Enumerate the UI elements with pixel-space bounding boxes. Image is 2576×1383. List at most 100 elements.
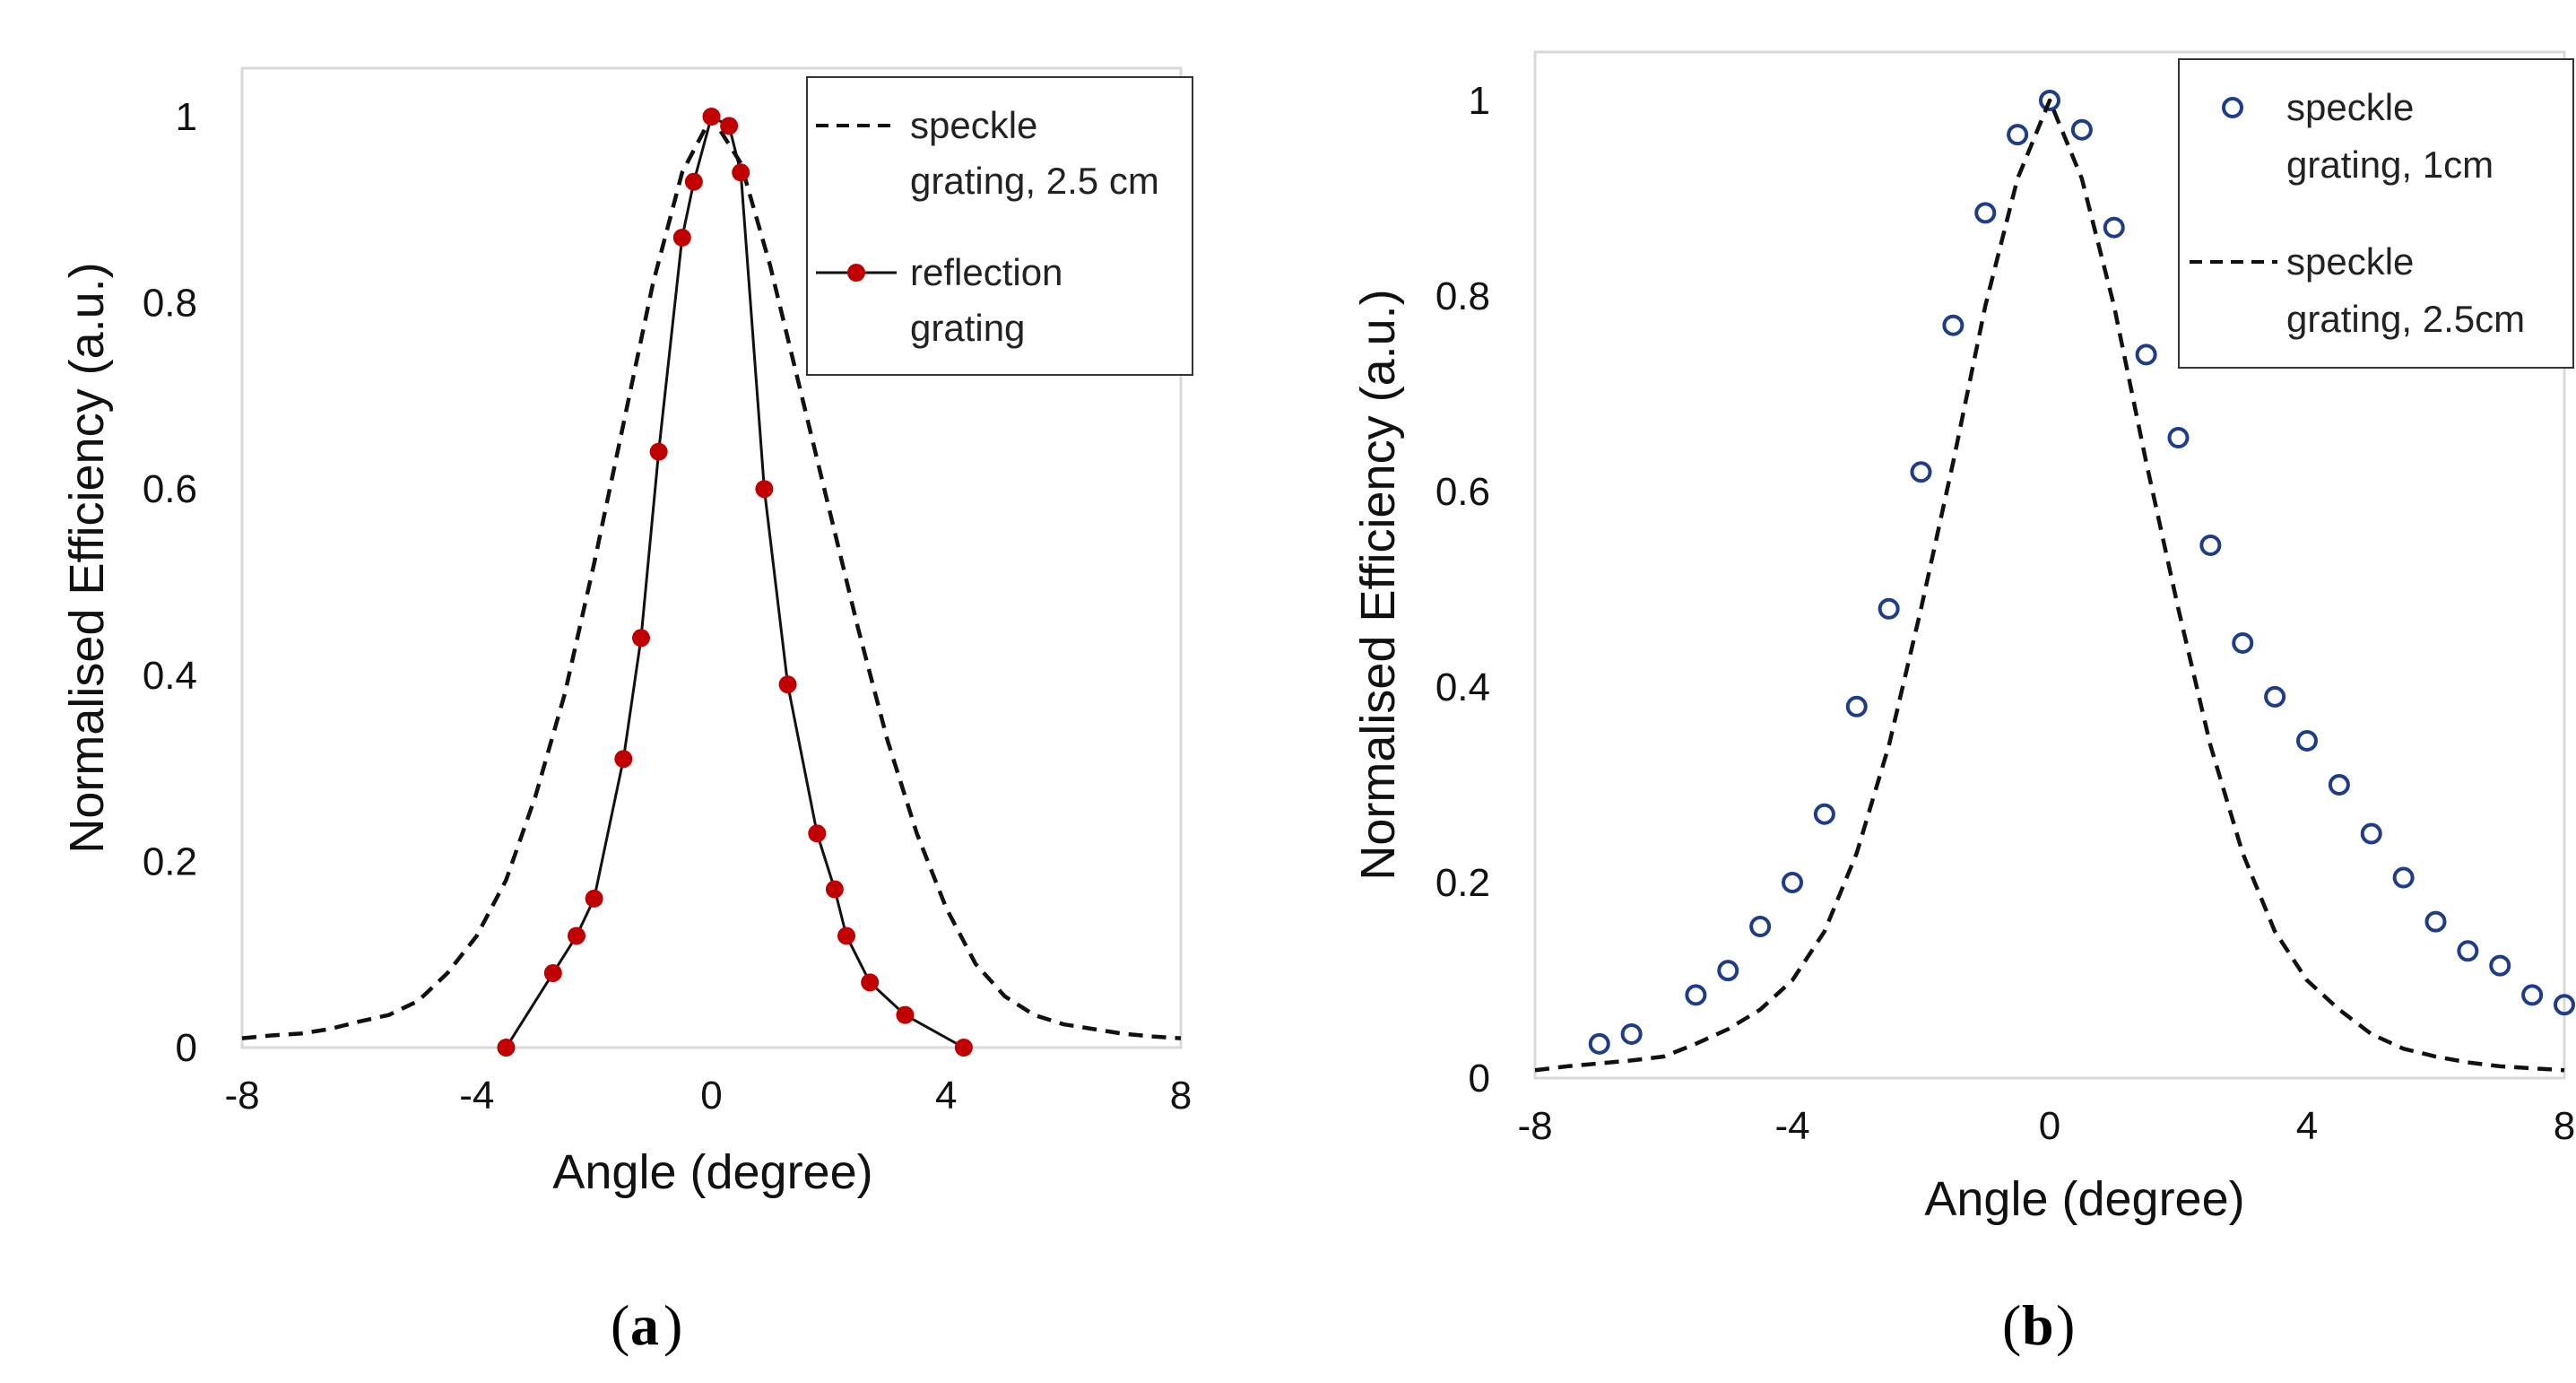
panel-b-data-point — [1942, 314, 1965, 336]
panel-a-data-point — [861, 973, 880, 992]
panel-b-xtick-label: 8 — [2554, 1104, 2575, 1148]
panel-b-label-close-paren: ) — [2056, 1293, 2075, 1357]
panel-a-legend-box — [806, 76, 1193, 376]
panel-b-data-point — [1878, 597, 1900, 620]
panel-b-legend-circle-swatch — [2222, 97, 2243, 118]
panel-b-data-point — [1749, 916, 1772, 938]
panel-a-ylabel: Normalised Efficiency (a.u.) — [60, 262, 114, 853]
panel-b-data-point — [2199, 534, 2222, 556]
panel-a-legend-marker-dot — [847, 264, 865, 282]
panel-b-data-point — [1910, 461, 1932, 483]
panel-b-axes: -8 -4 0 4 8 0 0.2 0.4 0.6 0.8 1 — [1435, 79, 2575, 1148]
panel-a-data-point — [755, 480, 774, 499]
panel-b-data-point — [1588, 1032, 1610, 1055]
panel-a-data-point — [684, 172, 703, 191]
panel-a-xtick-label: -4 — [459, 1074, 494, 1118]
panel-b-data-point — [2521, 984, 2544, 1006]
panel-b-ytick-label: 0.2 — [1435, 861, 1490, 905]
panel-a-data-point — [808, 824, 827, 843]
panel-b-data-point — [2360, 822, 2382, 845]
panel-b-ylabel: Normalised Efficiency (a.u.) — [1351, 289, 1405, 880]
panel-a-data-point — [778, 675, 797, 694]
panel-b-ytick-label: 1 — [1469, 79, 1490, 123]
panel-b-series — [1534, 90, 2575, 1073]
panel-b-data-point — [2070, 118, 2093, 141]
panel-a-label-close-paren: ) — [664, 1293, 682, 1357]
panel-b-ytick-label: 0.8 — [1435, 274, 1490, 318]
panel-b-xlabel: Angle (degree) — [1924, 1172, 2244, 1226]
panel-a-ytick-label: 0.6 — [143, 467, 197, 511]
panel-a-xlabel: Angle (degree) — [552, 1145, 872, 1199]
panel-b-label: b — [2022, 1293, 2054, 1357]
panel-b-xtick-label: -4 — [1774, 1104, 1809, 1148]
panel-a-data-point — [672, 228, 691, 247]
panel-a-data-point — [720, 117, 739, 135]
panel-b-data-point — [2554, 994, 2575, 1016]
panel-b-ytick-label: 0.6 — [1435, 470, 1490, 514]
panel-b-legend-box — [2178, 58, 2574, 369]
panel-b-data-point — [1974, 202, 1997, 224]
panel-b-data-point — [2296, 729, 2318, 752]
panel-a-ytick-label: 0 — [176, 1026, 197, 1070]
panel-b-chart: -8 -4 0 4 8 0 0.2 0.4 0.6 0.8 1 speckle grating, 1… — [1351, 50, 2575, 1357]
panel-b-data-point — [2328, 774, 2350, 796]
panel-b-data-point — [1845, 695, 1868, 718]
panel-b-data-point — [2457, 940, 2479, 962]
panel-a-ytick-label: 0.2 — [143, 839, 197, 883]
panel-b-xtick-label: 4 — [2296, 1104, 2318, 1148]
panel-a-data-point — [702, 108, 721, 126]
panel-a-legend-speckle-line1: speckle — [910, 104, 1037, 146]
panel-b-xtick-label: -8 — [1517, 1104, 1552, 1148]
panel-a-data-point — [631, 629, 650, 648]
panel-b-data-point — [2103, 216, 2125, 239]
panel-b-xtick-label: 0 — [2039, 1104, 2060, 1148]
panel-a-ytick-label: 0.8 — [143, 282, 197, 326]
panel-b-label-open-paren: ( — [2002, 1293, 2021, 1357]
panel-a-xtick-label: -8 — [224, 1074, 259, 1118]
panel-a-data-point — [649, 442, 668, 461]
panel-b-data-point — [1685, 984, 1707, 1006]
panel-a-data-point — [825, 880, 844, 899]
panel-b-legend-1cm-line1: speckle — [2286, 86, 2414, 128]
panel-b-data-point — [1782, 872, 1803, 893]
panel-a-data-point — [896, 1005, 915, 1024]
panel-a-data-point — [543, 963, 562, 982]
panel-a-chart: -8 -4 0 4 8 0 0.2 0.4 0.6 0.8 1 speckle grating, 2… — [60, 66, 1193, 1357]
panel-b-legend-1cm-line2: grating, 1cm — [2286, 144, 2494, 186]
panel-a-data-point — [837, 926, 856, 945]
panel-a-label-open-paren: ( — [611, 1293, 629, 1357]
panel-b-data-point — [2392, 866, 2415, 889]
panel-b-legend: speckle grating, 1cm speckle grating, 2.… — [2178, 58, 2574, 369]
panel-b-ytick-label: 0 — [1469, 1057, 1490, 1100]
panel-b-series-dashed-line — [1534, 98, 2565, 1073]
panel-a-ytick-label: 1 — [176, 95, 197, 139]
panel-a-axes: -8 -4 0 4 8 0 0.2 0.4 0.6 0.8 1 — [143, 95, 1192, 1118]
panel-a-data-point — [732, 163, 750, 182]
panel-b-data-point — [2232, 631, 2254, 654]
panel-b-data-point — [1620, 1022, 1643, 1045]
panel-a-legend-speckle-line2: grating, 2.5 cm — [910, 160, 1159, 202]
panel-a-data-point — [497, 1039, 516, 1057]
panel-a-ytick-label: 0.4 — [143, 654, 197, 698]
panel-a-series — [241, 108, 1182, 1057]
panel-a-xtick-label: 0 — [700, 1074, 722, 1118]
panel-b-data-point — [2039, 90, 2060, 111]
panel-a-legend-reflection-line1: reflection — [910, 251, 1062, 293]
panel-b-data-point — [1813, 803, 1835, 825]
panel-a-data-point — [954, 1039, 973, 1057]
panel-b-ytick-label: 0.4 — [1435, 665, 1490, 709]
panel-b-data-point — [2167, 427, 2190, 449]
panel-a-legend-reflection-line2: grating — [910, 307, 1025, 349]
panel-b-data-point — [1717, 960, 1739, 982]
panel-b-legend-25cm-line2: grating, 2.5cm — [2286, 298, 2525, 340]
panel-a-data-point — [614, 750, 633, 769]
panel-b-data-point — [2424, 910, 2447, 933]
panel-b-legend-25cm-line1: speckle — [2286, 240, 2414, 283]
panel-a-xtick-label: 4 — [935, 1074, 957, 1118]
panel-b-data-point — [2007, 124, 2029, 146]
panel-a-xtick-label: 8 — [1170, 1074, 1192, 1118]
panel-a-data-point — [585, 889, 603, 908]
panel-b-data-point — [2135, 344, 2157, 366]
panel-b-data-point — [2489, 954, 2511, 977]
